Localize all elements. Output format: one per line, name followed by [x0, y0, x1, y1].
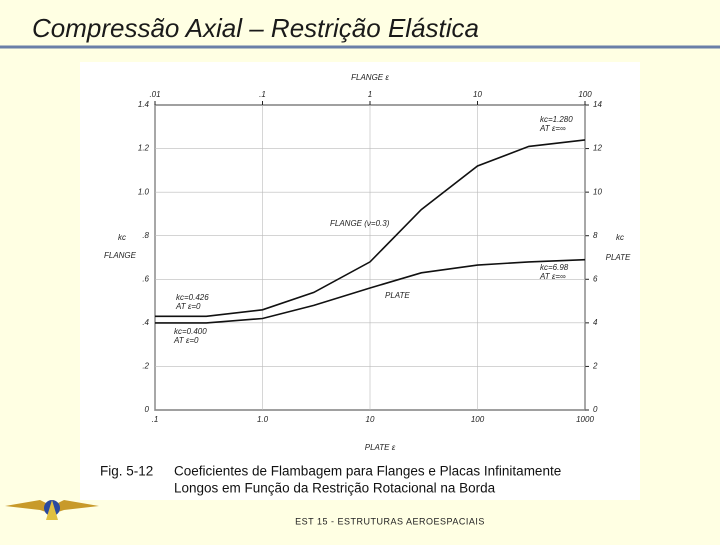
- x-tick-label: 10: [366, 415, 375, 424]
- x2-tick-label: .1: [259, 90, 266, 99]
- x-axis-title: PLATE ε: [365, 443, 396, 452]
- y-tick-label: 0: [145, 405, 150, 414]
- annotation: AT ε=∞: [539, 124, 566, 133]
- x-tick-label: .1: [152, 415, 159, 424]
- x2-tick-label: .01: [149, 90, 160, 99]
- y2-tick-label: 2: [592, 362, 598, 371]
- y2-tick-label: 12: [593, 144, 602, 153]
- y-axis-title: FLANGE: [104, 251, 137, 260]
- y2-tick-label: 8: [593, 231, 598, 240]
- logo: [5, 500, 99, 520]
- y2-tick-label: 0: [593, 405, 598, 414]
- annotation: AT ε=0: [175, 302, 201, 311]
- figure-panel: [80, 62, 640, 500]
- y2-tick-label: 14: [593, 100, 602, 109]
- x-tick-label: 1000: [576, 415, 594, 424]
- y2-axis-title: PLATE: [606, 253, 631, 262]
- series-label: FLANGE (ν=0.3): [330, 219, 390, 228]
- y2-tick-label: 4: [593, 318, 598, 327]
- annotation: kc=1.280: [540, 115, 573, 124]
- x2-tick-label: 10: [473, 90, 482, 99]
- annotation: kc=0.400: [174, 327, 207, 336]
- y-tick-label: 1.0: [138, 187, 150, 196]
- x-tick-label: 100: [471, 415, 485, 424]
- series-line: [155, 139, 586, 318]
- caption-number: Fig. 5-12: [100, 464, 153, 479]
- top-axis-title: FLANGE ε: [351, 73, 389, 82]
- y2-tick-label: 6: [593, 274, 598, 283]
- annotation: kc=0.426: [176, 293, 209, 302]
- x-tick-label: 1.0: [257, 415, 269, 424]
- annotation: AT ε=∞: [539, 272, 566, 281]
- x2-tick-label: 100: [578, 90, 592, 99]
- y-tick-label: 1.2: [138, 144, 150, 153]
- y-tick-label: .6: [142, 274, 149, 283]
- annotation: AT ε=0: [173, 336, 199, 345]
- caption-line: Coeficientes de Flambagem para Flanges e…: [174, 464, 561, 479]
- y-tick-label: .4: [142, 318, 149, 327]
- y-axis-symbol: kc: [118, 233, 126, 242]
- caption-line: Longos em Função da Restrição Rotacional…: [174, 481, 496, 496]
- y-tick-label: 1.4: [138, 100, 150, 109]
- series-line: [155, 258, 586, 324]
- y2-axis-symbol: kc: [616, 233, 624, 242]
- y-tick-label: .2: [142, 362, 149, 371]
- x2-tick-label: 1: [368, 90, 372, 99]
- annotation: kc=6.98: [540, 263, 569, 272]
- series-label: PLATE: [385, 291, 410, 300]
- footer: EST 15 - ESTRUTURAS AEROESPACIAIS: [295, 516, 485, 526]
- slide-title: Compressão Axial – Restrição Elástica: [32, 13, 479, 43]
- y-tick-label: .8: [142, 231, 149, 240]
- y2-tick-label: 10: [593, 187, 602, 196]
